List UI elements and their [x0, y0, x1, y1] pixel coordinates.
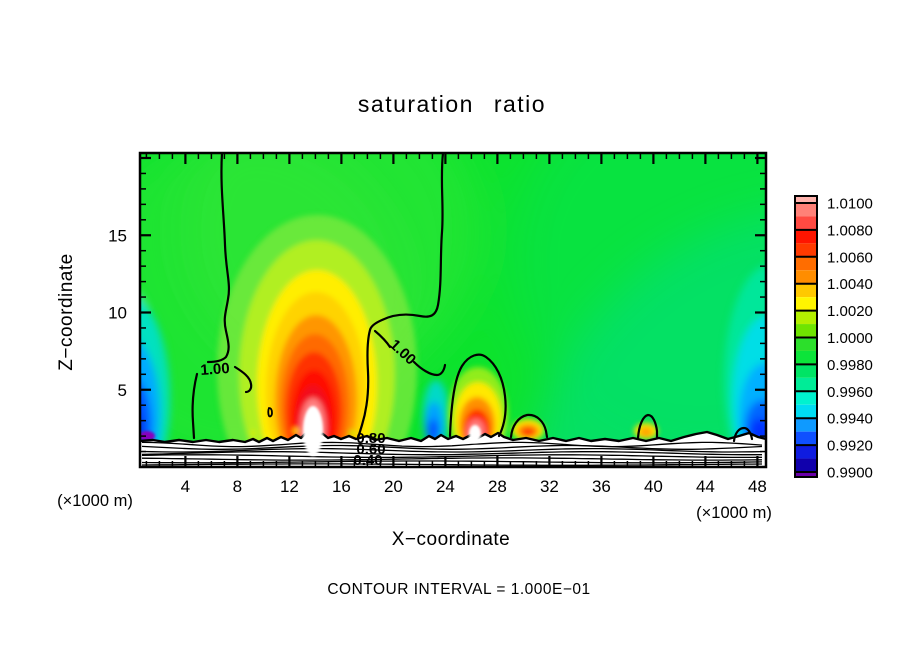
colorbar-tick-label: 0.9940 [827, 411, 873, 428]
colorbar-over-cell [795, 196, 817, 203]
colorbar-cell [795, 337, 817, 351]
y-tick-label: 5 [118, 381, 127, 400]
colorbar: 1.0100 1.0080 1.0060 1.0040 1.0020 1.0000 0.99… [794, 195, 873, 482]
colorbar-cell [795, 310, 817, 325]
colorbar-tick-label: 1.0080 [827, 222, 873, 239]
x-tick-label: 36 [592, 477, 611, 496]
colorbar-cell [795, 418, 817, 432]
colorbar-tick-label: 0.9960 [827, 384, 873, 401]
y-tick-label: 10 [108, 304, 127, 323]
chart-title: saturation ratio [358, 91, 546, 117]
band-contour-line [141, 451, 762, 456]
colorbar-tick-label: 1.0000 [827, 330, 873, 347]
colorbar-cell [795, 445, 817, 459]
y-tick-label: 15 [108, 226, 127, 245]
colorbar-cell [795, 203, 817, 217]
contour-interval-note: CONTOUR INTERVAL = 1.000E−01 [327, 581, 590, 598]
colorbar-tick-label: 0.9920 [827, 438, 873, 455]
y-axis-label: Z−coordinate [56, 253, 77, 370]
x-tick-label: 12 [280, 477, 299, 496]
contour-field: 1.00 1.00 0.80 0.60 0.40 [140, 153, 766, 469]
contour-label-0-40: 0.40 [353, 452, 382, 469]
colorbar-cell [795, 350, 817, 365]
colorbar-cell [795, 270, 817, 284]
colorbar-cell [795, 377, 817, 392]
colorbar-cell [795, 391, 817, 405]
colorbar-tick-label: 1.0020 [827, 303, 873, 320]
colorbar-tick-label: 1.0100 [827, 196, 873, 213]
x-tick-label: 16 [332, 477, 351, 496]
contour-lines-unity [191, 153, 754, 443]
x-tick-label: 40 [644, 477, 663, 496]
colorbar-cell [795, 324, 817, 338]
colorbar-cell [795, 364, 817, 378]
x-tick-label: 8 [233, 477, 242, 496]
band-contour-line [141, 441, 763, 448]
band-contour-line [141, 444, 763, 450]
band-contour-line [141, 460, 763, 464]
band-contour-line [141, 463, 763, 466]
contour-label-0-60: 0.60 [356, 441, 385, 458]
x-axis-label: X−coordinate [392, 529, 511, 550]
surface-layer-band [140, 430, 766, 467]
unit-label-left: (×1000 m) [57, 492, 133, 510]
x-tick-label: 32 [540, 477, 559, 496]
x-tick-label: 4 [181, 477, 190, 496]
band-contour-line [141, 454, 763, 459]
plume-white-cores [303, 406, 481, 456]
plot-frame [138, 151, 768, 469]
colorbar-cell [795, 216, 817, 230]
band-contour-line [141, 447, 763, 453]
x-tick-label: 28 [488, 477, 507, 496]
x-tick-label: 48 [748, 477, 767, 496]
unit-label-right: (×1000 m) [696, 504, 772, 522]
colorbar-cell [795, 404, 817, 419]
band-contour-line [141, 457, 763, 461]
colorbar-tick-label: 1.0060 [827, 249, 873, 266]
colorbar-tick-label: 1.0040 [827, 276, 873, 293]
colorbar-tick-label: 0.9900 [827, 465, 873, 482]
colorbar-cell [795, 431, 817, 446]
below-range-patch [140, 431, 155, 441]
colorbar-cell [795, 256, 817, 271]
colorbar-cell [795, 243, 817, 257]
x-tick-label: 44 [696, 477, 715, 496]
colorbar-cell [795, 229, 817, 244]
contour-label-0-80: 0.80 [356, 430, 385, 447]
colorbar-cell [795, 458, 817, 472]
x-tick-label: 24 [436, 477, 455, 496]
colorbar-cell [795, 283, 817, 298]
colorbar-cell [795, 297, 817, 311]
colorbar-tick-label: 0.9980 [827, 357, 873, 374]
x-tick-label: 20 [384, 477, 403, 496]
band-top-contour [140, 430, 766, 444]
contour-label-1-00-left: 1.00 [200, 360, 230, 379]
colorbar-under-cell [795, 472, 817, 477]
colorbar-border [794, 195, 818, 478]
